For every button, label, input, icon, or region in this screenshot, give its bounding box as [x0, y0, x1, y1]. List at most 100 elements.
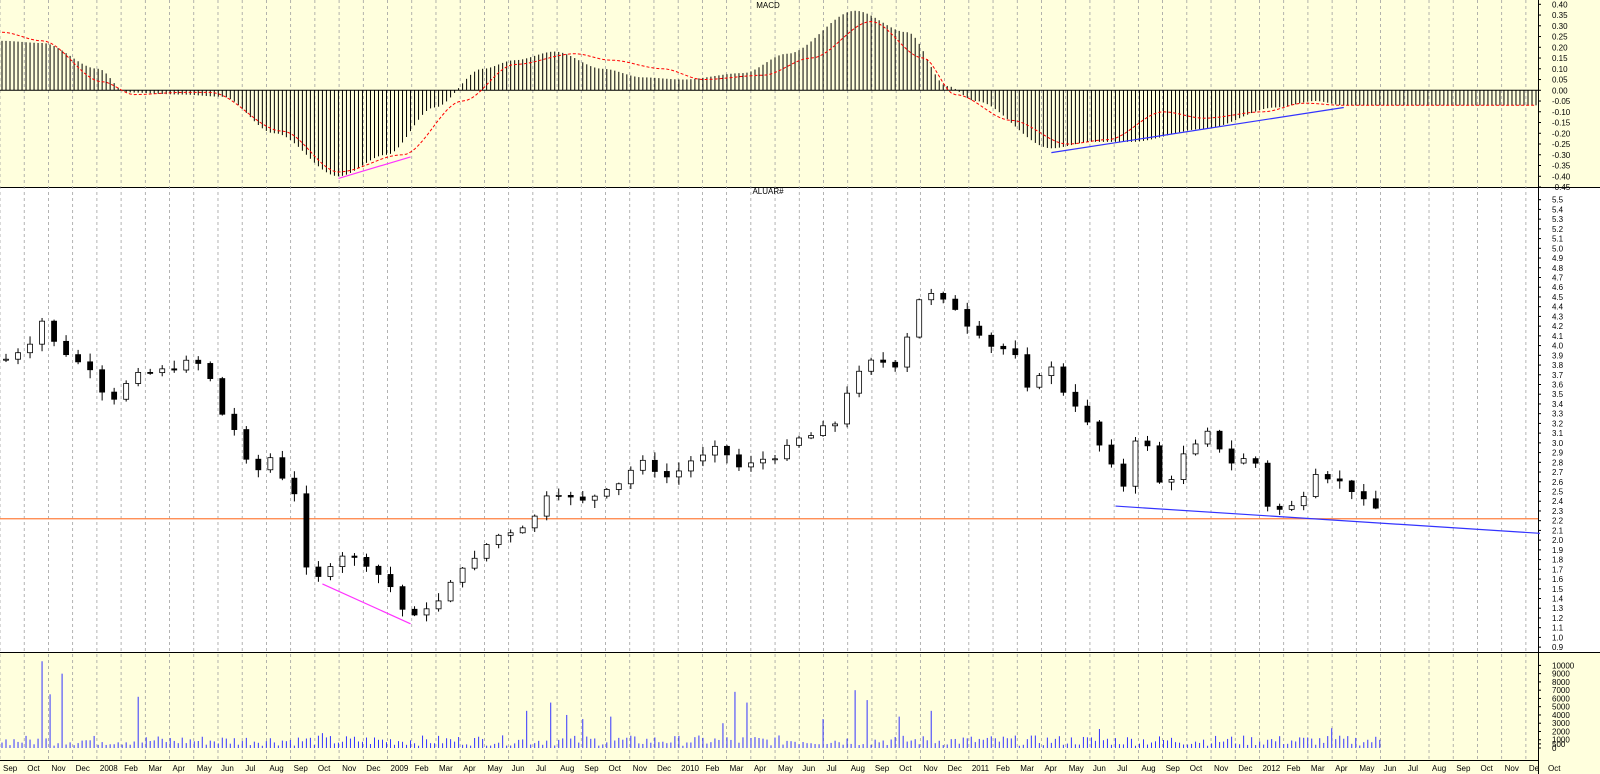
- macd-trendline: [1051, 106, 1344, 154]
- macd-y-label: 0.15: [1552, 54, 1568, 63]
- candle-body: [51, 320, 57, 342]
- candle-body: [1108, 444, 1115, 465]
- candle-body: [700, 454, 706, 462]
- candle-body: [1228, 448, 1235, 464]
- price-y-label: 3.5: [1552, 390, 1564, 399]
- x-month-label: 2008: [100, 764, 118, 773]
- candle-body: [279, 457, 286, 479]
- price-y-label: 3.0: [1552, 439, 1564, 448]
- x-month-label: Oct: [899, 764, 912, 773]
- candle-body: [663, 471, 670, 478]
- price-y-label: 4.1: [1552, 332, 1564, 341]
- x-month-label: Nov: [923, 764, 937, 773]
- candle-body: [39, 320, 45, 345]
- candle-body: [243, 429, 250, 460]
- candle-body: [603, 489, 610, 497]
- x-month-label: Aug: [560, 764, 574, 773]
- candle-body: [111, 391, 118, 400]
- candle-body: [255, 458, 262, 471]
- x-month-label: Sep: [1166, 764, 1181, 773]
- price-y-label: 1.3: [1552, 604, 1564, 613]
- macd-y-label: 0.20: [1552, 43, 1568, 52]
- price-y-label: 1.8: [1552, 556, 1564, 565]
- candle-body: [27, 343, 33, 354]
- candle-body: [519, 527, 526, 534]
- candle-body: [748, 462, 754, 468]
- macd-y-label: -0.25: [1552, 140, 1571, 149]
- macd-y-label: -0.05: [1552, 97, 1571, 106]
- price-y-label: 2.9: [1552, 449, 1564, 458]
- candle-body: [916, 299, 923, 338]
- price-y-label: 4.2: [1552, 322, 1564, 331]
- price-y-label: 2.8: [1552, 458, 1564, 467]
- price-y-label: 4.9: [1552, 254, 1564, 263]
- x-month-label: Apr: [1335, 764, 1348, 773]
- price-y-label: 4.4: [1552, 303, 1564, 312]
- macd-y-label: -0.10: [1552, 108, 1571, 117]
- candle-body: [459, 567, 466, 583]
- candle-body: [387, 574, 394, 588]
- candle-body: [543, 495, 550, 517]
- candle-body: [87, 361, 94, 371]
- candle-body: [1240, 458, 1247, 464]
- x-month-label: Aug: [1141, 764, 1155, 773]
- candle-body: [1096, 421, 1103, 446]
- candle-body: [531, 515, 538, 529]
- candle-body: [1216, 430, 1223, 450]
- price-y-label: 5.5: [1552, 196, 1564, 205]
- candle-body: [1084, 405, 1091, 423]
- x-month-label: Nov: [51, 764, 65, 773]
- x-month-label: Aug: [269, 764, 283, 773]
- x-month-label: Aug: [1432, 764, 1446, 773]
- x-month-label: Mar: [148, 764, 162, 773]
- price-y-label: 1.6: [1552, 575, 1564, 584]
- price-y-label: 1.5: [1552, 585, 1564, 594]
- x-month-label: Feb: [1287, 764, 1301, 773]
- price-y-label: 5.3: [1552, 215, 1564, 224]
- x-overflow-label: Oct: [1548, 764, 1561, 773]
- x-month-label: Mar: [439, 764, 453, 773]
- x-month-label: May: [1359, 764, 1374, 773]
- volume-y-label: 0: [1552, 744, 1557, 753]
- x-month-label: Jul: [1117, 764, 1127, 773]
- candle-body: [99, 369, 106, 393]
- volume-y-label: 9000: [1552, 670, 1570, 679]
- volume-y-label: 5000: [1552, 703, 1570, 712]
- candle-body: [1156, 445, 1163, 483]
- x-month-label: Mar: [1311, 764, 1325, 773]
- candle-body: [1192, 443, 1199, 455]
- x-month-label: May: [778, 764, 793, 773]
- candle-body: [639, 459, 646, 471]
- macd-y-label: -0.15: [1552, 119, 1571, 128]
- price-y-label: 1.7: [1552, 565, 1564, 574]
- candle-body: [303, 493, 310, 568]
- x-month-label: Jun: [512, 764, 525, 773]
- volume-y-label: 2000: [1552, 727, 1570, 736]
- candle-body: [796, 437, 802, 446]
- price-y-label: 2.3: [1552, 507, 1564, 516]
- candle-body: [291, 477, 298, 495]
- macd-trendline: [338, 156, 411, 179]
- candle-body: [808, 435, 814, 439]
- candle-body: [820, 425, 826, 436]
- x-month-label: Nov: [1505, 764, 1519, 773]
- candle-body: [1144, 440, 1151, 447]
- candle-body: [495, 534, 502, 545]
- candle-body: [123, 383, 130, 400]
- candle-body: [399, 586, 406, 610]
- candle-body: [772, 458, 778, 461]
- macd-y-label: 0.10: [1552, 65, 1568, 74]
- x-month-label: Jun: [1093, 764, 1106, 773]
- x-month-label: Jul: [245, 764, 255, 773]
- candle-body: [687, 460, 694, 472]
- candle-body: [1300, 496, 1307, 507]
- price-y-label: 5.0: [1552, 244, 1564, 253]
- candle-body: [675, 470, 682, 478]
- volume-y-label: 6000: [1552, 694, 1570, 703]
- price-y-label: 4.7: [1552, 273, 1564, 282]
- candle-body: [339, 555, 346, 568]
- candle-body: [3, 358, 9, 361]
- candle-body: [1000, 345, 1007, 350]
